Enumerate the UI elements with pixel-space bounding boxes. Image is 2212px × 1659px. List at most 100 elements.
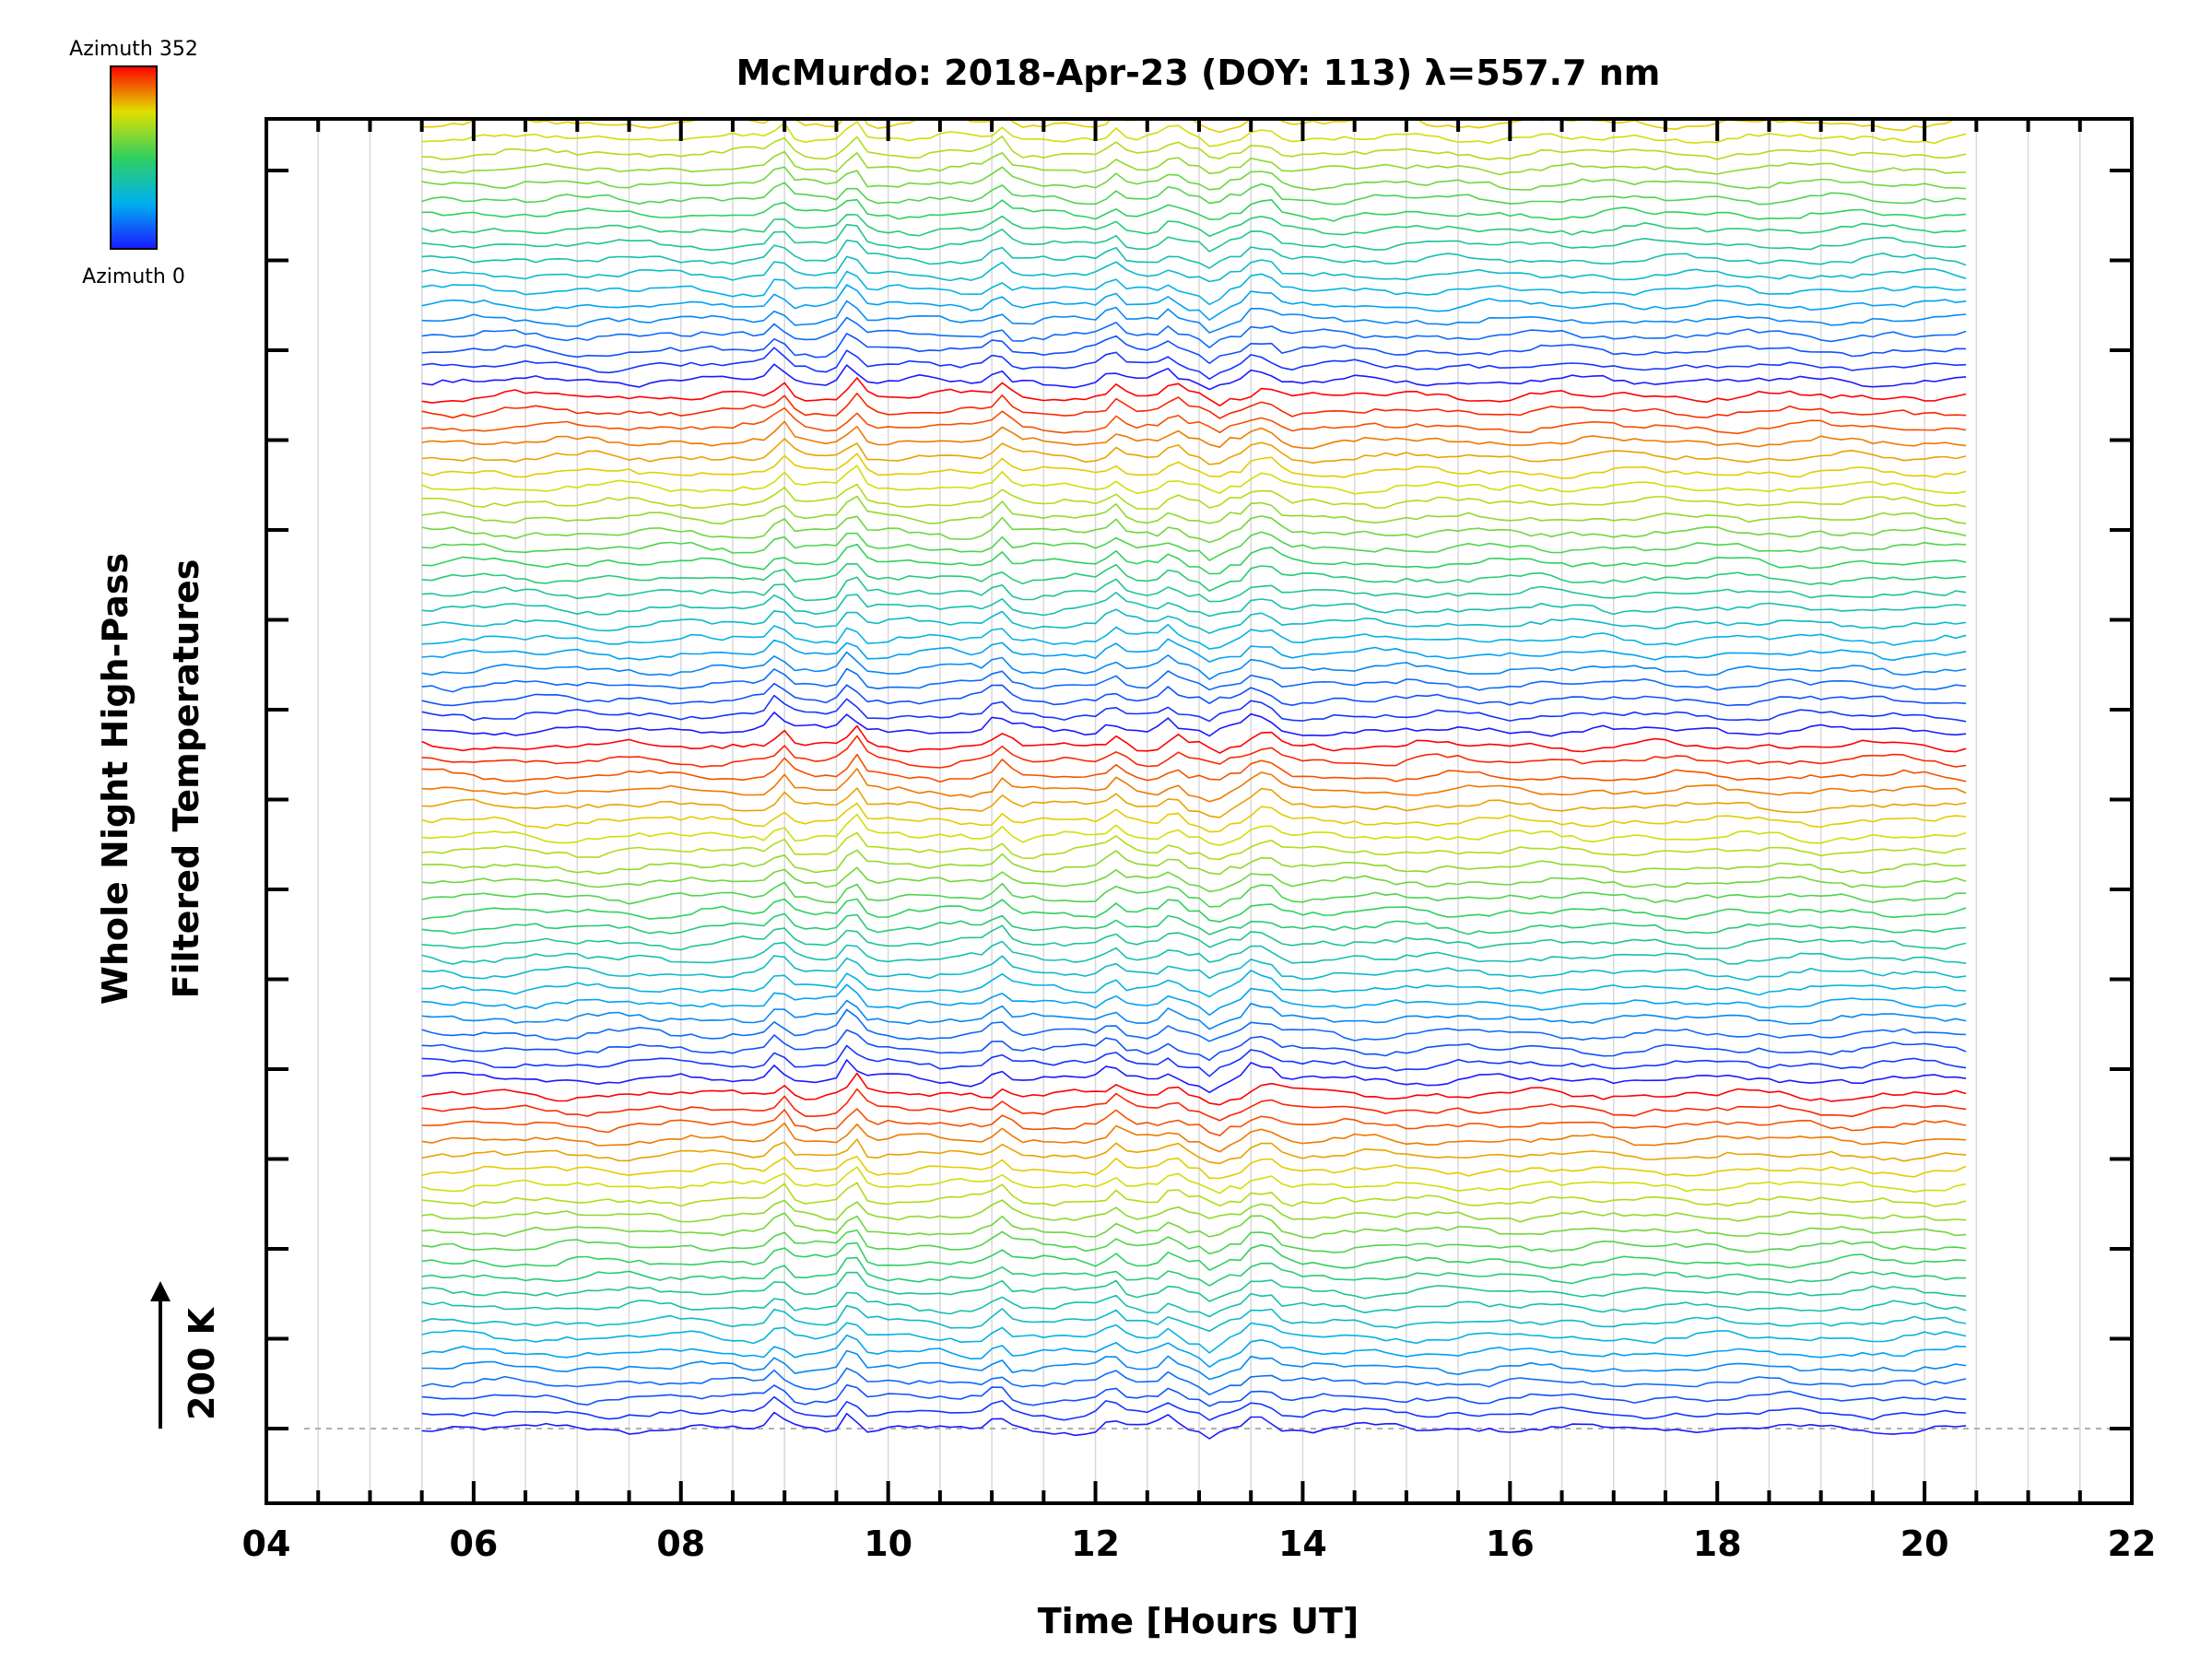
temperature-trace [421,284,1967,322]
temperature-trace [421,694,1967,723]
temperature-trace [421,465,1967,495]
scale-arrow-head [150,1281,171,1301]
temperature-trace [421,406,1967,435]
temperature-trace [421,592,1967,618]
temperature-trace [421,1122,1967,1153]
temperature-trace [421,1088,1967,1122]
x-tick-label: 06 [449,1524,498,1564]
temperature-trace [421,1411,1967,1440]
x-tick-label: 04 [242,1524,291,1564]
temperature-trace [421,787,1967,818]
temperature-trace [421,881,1967,908]
x-tick-label: 14 [1278,1524,1327,1564]
temperature-trace [421,347,1967,381]
azimuth-legend: Azimuth 352 Azimuth 0 [69,38,198,288]
temperature-trace [421,453,1967,479]
x-tick-label: 18 [1693,1524,1742,1564]
temperature-trace [421,1044,1967,1077]
temperature-trace [421,638,1967,663]
x-tick-label: 16 [1486,1524,1535,1564]
temperature-trace [421,753,1967,783]
temperature-trace [421,1059,1967,1094]
temperature-traces [421,0,1967,1440]
temperature-trace [421,623,1967,650]
temperature-trace [421,1199,1967,1223]
temperature-trace [421,135,1967,160]
temperature-trace [421,608,1967,634]
x-axis-label: Time [Hours UT] [1038,1601,1359,1641]
temperature-trace [421,983,1967,1017]
temperature-trace [421,1367,1967,1395]
temperature-trace [421,1072,1967,1106]
temperature-trace [421,214,1967,238]
scale-label: 200 K [182,1306,222,1420]
legend-color-bar [110,65,158,250]
temperature-trace [422,23,1966,56]
temperature-trace [421,1271,1967,1302]
temperature-trace [421,495,1967,525]
temperature-trace [421,1166,1967,1194]
y-axis-label-line1: Whole Night High-Pass [95,553,135,1005]
temperature-trace [421,198,1967,222]
temperature-trace [421,531,1967,561]
legend-bottom-label: Azimuth 0 [82,265,185,288]
temperature-trace [422,92,1966,116]
temperature-trace [421,1304,1967,1333]
temperature-trace [421,1108,1967,1136]
temperature-trace [421,377,1967,407]
temperature-trace [421,420,1967,450]
temperature-trace [421,1256,1967,1287]
temperature-trace [421,166,1967,191]
temperature-trace [421,898,1967,923]
temperature-trace [421,955,1967,982]
temperature-trace [421,682,1967,707]
temperature-trace [421,1138,1967,1165]
temperature-trace [421,1008,1967,1042]
temperature-trace [421,940,1967,965]
temperature-trace [421,223,1967,253]
temperature-trace [422,0,1966,28]
temperature-trace [421,735,1967,769]
temperature-trace [421,999,1967,1030]
temperature-trace [421,1291,1967,1318]
x-tick-label: 10 [864,1524,912,1564]
temperature-trace [421,515,1967,544]
temperature-trace [421,651,1967,680]
temperature-trace [421,849,1967,876]
temperature-trace [421,1335,1967,1368]
x-tick-label: 12 [1071,1524,1120,1564]
temperature-trace [421,1395,1967,1421]
temperature-trace [421,182,1967,206]
chart-title: McMurdo: 2018-Apr-23 (DOY: 113) λ=557.7 … [736,53,1661,93]
temperature-trace [421,1230,1967,1255]
temperature-trace [421,970,1967,998]
temperature-trace [421,392,1967,419]
temperature-trace [421,1322,1967,1354]
x-tick-label: 22 [2108,1524,2157,1564]
temperature-trace [422,0,1966,9]
x-tick-label: 20 [1900,1524,1949,1564]
temperature-trace [421,363,1967,391]
temperature-trace [421,1383,1967,1407]
temperature-trace [421,813,1967,846]
temperature-trace [422,15,1966,45]
temperature-trace [421,316,1967,348]
temperature-trace [421,483,1967,511]
temperature-trace [421,150,1967,176]
temperature-trace [421,924,1967,951]
temperature-trace [421,438,1967,465]
temperature-trace [421,1029,1967,1062]
temperature-trace [421,300,1967,334]
x-tick-labels: 04 06 08 10 12 14 16 18 20 22 [242,1524,2157,1564]
temperature-trace [421,866,1967,893]
x-tick-label: 08 [656,1524,705,1564]
temperature-trace [421,332,1967,365]
temperature-trace [421,712,1967,737]
scale-indicator: 200 K [150,1281,222,1429]
temperature-trace [421,1182,1967,1207]
temperature-trace [421,576,1967,603]
temperature-trace [421,1241,1967,1271]
temperature-trace [421,802,1967,833]
temperature-trace [421,1156,1967,1180]
